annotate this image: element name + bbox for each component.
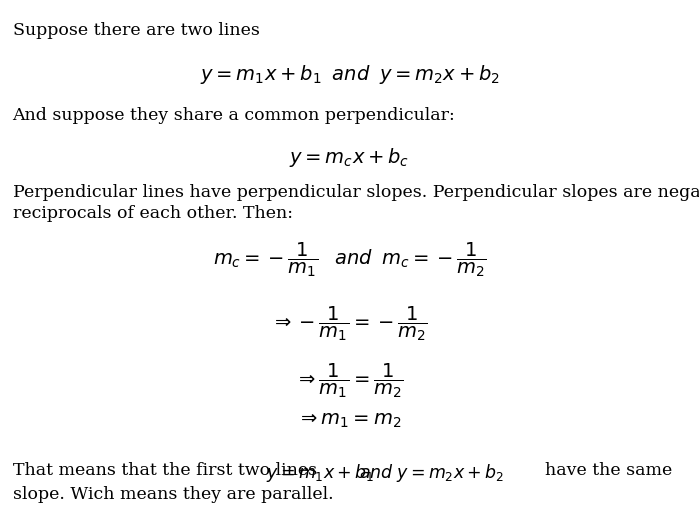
Text: $y = m_1 x + b_1 \;\; \mathit{and} \;\; y = m_2 x + b_2$: $y = m_1 x + b_1 \;\; \mathit{and} \;\; … bbox=[199, 63, 500, 86]
Text: reciprocals of each other. Then:: reciprocals of each other. Then: bbox=[13, 205, 293, 222]
Text: Suppose there are two lines: Suppose there are two lines bbox=[13, 22, 259, 39]
Text: $y = m_1 x + b_1$: $y = m_1 x + b_1$ bbox=[266, 462, 375, 484]
Text: $\Rightarrow \dfrac{1}{m_1} = \dfrac{1}{m_2}$: $\Rightarrow \dfrac{1}{m_1} = \dfrac{1}{… bbox=[295, 362, 404, 400]
Text: slope. Wich means they are parallel.: slope. Wich means they are parallel. bbox=[13, 486, 333, 503]
Text: Perpendicular lines have perpendicular slopes. Perpendicular slopes are negative: Perpendicular lines have perpendicular s… bbox=[13, 184, 699, 201]
Text: $\mathit{and} \; y = m_2 x + b_2$: $\mathit{and} \; y = m_2 x + b_2$ bbox=[359, 462, 505, 484]
Text: $y = m_c x + b_c$: $y = m_c x + b_c$ bbox=[289, 146, 410, 169]
Text: $\Rightarrow -\dfrac{1}{m_1} = -\dfrac{1}{m_2}$: $\Rightarrow -\dfrac{1}{m_1} = -\dfrac{1… bbox=[271, 305, 428, 343]
Text: $m_c = -\dfrac{1}{m_1} \;\;\; \mathit{and} \;\; m_c = -\dfrac{1}{m_2}$: $m_c = -\dfrac{1}{m_1} \;\;\; \mathit{an… bbox=[212, 241, 487, 279]
Text: $\Rightarrow m_1 = m_2$: $\Rightarrow m_1 = m_2$ bbox=[297, 411, 402, 430]
Text: And suppose they share a common perpendicular:: And suppose they share a common perpendi… bbox=[13, 107, 455, 124]
Text: have the same: have the same bbox=[545, 462, 672, 479]
Text: That means that the first two lines: That means that the first two lines bbox=[13, 462, 328, 479]
